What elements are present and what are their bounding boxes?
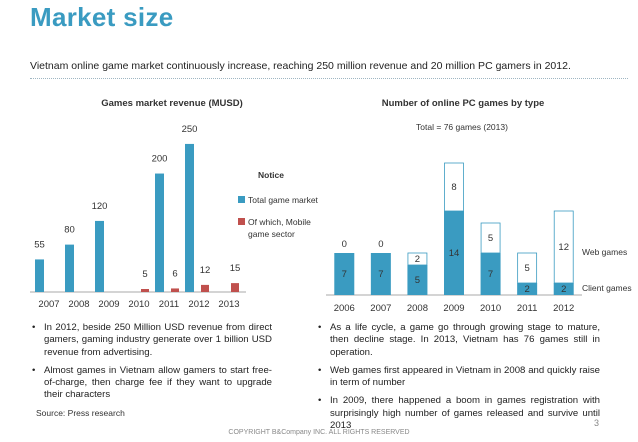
chart1-bar-mobile bbox=[201, 284, 209, 292]
chart1-bar-total bbox=[65, 244, 74, 292]
chart1-label-mobile: 5 bbox=[142, 269, 147, 280]
chart2-label-web: 5 bbox=[524, 263, 529, 274]
chart1-bar-mobile bbox=[171, 288, 179, 292]
chart1-x-tick: 2012 bbox=[188, 299, 209, 310]
chart1-label-mobile: 15 bbox=[230, 263, 241, 274]
chart2-bar-client bbox=[517, 283, 538, 295]
chart2-bar-client bbox=[370, 253, 391, 295]
chart2-x-tick: 2012 bbox=[553, 303, 574, 314]
chart2-bar-client bbox=[334, 253, 355, 295]
chart1-bar-mobile bbox=[141, 289, 149, 292]
chart2-label-web: 12 bbox=[558, 242, 569, 253]
chart1-legend-label: Total game market bbox=[248, 195, 319, 205]
chart1-label-total: 55 bbox=[34, 239, 45, 250]
chart1-bar-total bbox=[185, 143, 194, 292]
chart1-label-total: 120 bbox=[92, 201, 108, 212]
chart2-title: Number of online PC games by type bbox=[382, 98, 545, 109]
chart2-label-client: 14 bbox=[449, 248, 460, 259]
chart1-bar-total bbox=[95, 220, 104, 292]
note-item: In 2009, there happened a boom in games … bbox=[318, 395, 600, 432]
chart1-label-mobile: 6 bbox=[172, 268, 177, 279]
chart1-label-total: 250 bbox=[182, 124, 198, 135]
chart2-bar-client bbox=[407, 265, 428, 295]
chart2-x-tick: 2007 bbox=[370, 303, 391, 314]
chart2-label-web: 2 bbox=[415, 254, 420, 265]
chart2-label-web: 0 bbox=[342, 239, 347, 250]
chart1-x-tick: 2007 bbox=[38, 299, 59, 310]
chart1-x-tick: 2010 bbox=[128, 299, 149, 310]
chart2-bar-client bbox=[553, 283, 574, 295]
chart1-x-tick: 2009 bbox=[98, 299, 119, 310]
chart2-x-tick: 2011 bbox=[517, 303, 537, 314]
chart1-bar-total bbox=[155, 173, 164, 292]
chart1-title: Games market revenue (MUSD) bbox=[101, 98, 243, 109]
page-subtitle: Vietnam online game market continuously … bbox=[30, 60, 571, 72]
chart1-label-mobile: 12 bbox=[200, 265, 211, 276]
chart2-legend-label: Web games bbox=[582, 247, 627, 257]
chart2-bar-client bbox=[480, 253, 501, 295]
page-title: Market size bbox=[30, 2, 174, 32]
charts-canvas: Games market revenue (MUSD)2007552008802… bbox=[30, 98, 632, 314]
chart2-bar-web bbox=[480, 222, 501, 254]
chart2-bar-web bbox=[407, 252, 428, 266]
chart2-x-tick: 2008 bbox=[407, 303, 428, 314]
left-notes: In 2012, beside 250 Million USD revenue … bbox=[32, 322, 272, 408]
chart2-x-tick: 2009 bbox=[443, 303, 464, 314]
chart1-legend-swatch-total bbox=[238, 196, 245, 203]
chart2-label-client: 2 bbox=[524, 284, 529, 295]
chart2-subtitle: Total = 76 games (2013) bbox=[416, 122, 508, 132]
chart2-legend-label: Client games bbox=[582, 283, 632, 293]
chart1-x-tick: 2008 bbox=[68, 299, 89, 310]
header-divider bbox=[30, 78, 628, 79]
note-item: Web games first appeared in Vietnam in 2… bbox=[318, 365, 600, 390]
chart2-x-tick: 2006 bbox=[334, 303, 355, 314]
source-note: Source: Press research bbox=[36, 408, 125, 418]
chart2-bar-web bbox=[444, 162, 464, 212]
chart2-label-client: 7 bbox=[342, 269, 347, 280]
note-item: As a life cycle, a game go through growi… bbox=[318, 322, 600, 359]
page-number: 3 bbox=[594, 418, 600, 428]
chart1-x-tick: 2011 bbox=[159, 299, 179, 310]
chart1-legend-label: Of which, Mobile bbox=[248, 217, 311, 227]
right-notes: As a life cycle, a game go through growi… bbox=[318, 322, 600, 438]
chart2-label-client: 5 bbox=[415, 275, 420, 286]
chart1-legend-label: game sector bbox=[248, 229, 295, 239]
chart2-label-client: 7 bbox=[488, 269, 493, 280]
chart1-bar-mobile bbox=[231, 283, 239, 292]
note-item: In 2012, beside 250 Million USD revenue … bbox=[32, 322, 272, 359]
chart2-bar-client bbox=[444, 211, 464, 295]
note-item: Almost games in Vietnam allow gamers to … bbox=[32, 365, 272, 402]
chart1-x-tick: 2013 bbox=[218, 299, 239, 310]
chart2-bar-web bbox=[553, 210, 574, 284]
chart1-legend-swatch-mobile bbox=[238, 218, 245, 225]
chart2-x-tick: 2010 bbox=[480, 303, 501, 314]
chart2-label-client: 2 bbox=[561, 284, 566, 295]
chart2-label-web: 8 bbox=[451, 182, 456, 193]
chart1-legend-title: Notice bbox=[258, 170, 284, 180]
chart2-bar-web bbox=[517, 252, 538, 284]
chart2-label-web: 5 bbox=[488, 233, 493, 244]
chart2-label-web: 0 bbox=[378, 239, 383, 250]
chart1-bar-total bbox=[35, 259, 44, 292]
chart1-label-total: 80 bbox=[64, 225, 75, 236]
copyright: COPYRIGHT B&Company INC. ALL RIGHTS RESE… bbox=[228, 429, 410, 436]
chart2-label-client: 7 bbox=[378, 269, 383, 280]
chart1-label-total: 200 bbox=[152, 154, 168, 165]
